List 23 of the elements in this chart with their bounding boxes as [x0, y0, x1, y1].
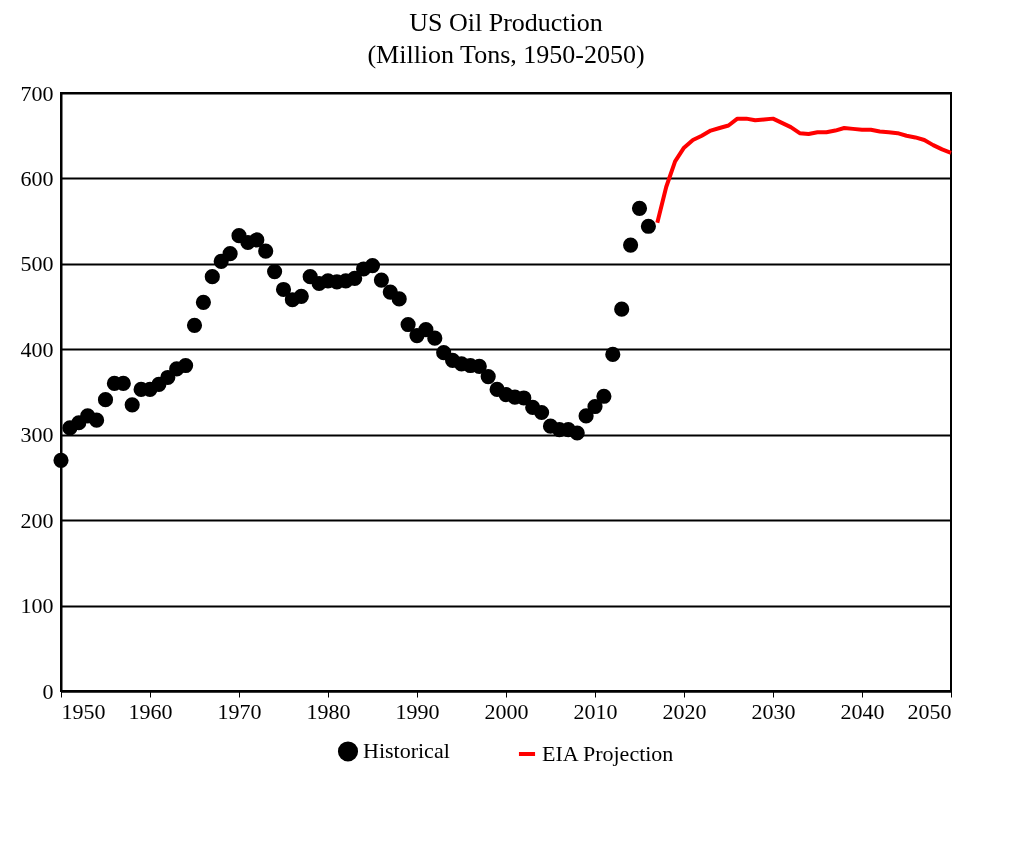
x-tick-label: 2050	[907, 698, 952, 724]
y-tick-label: 300	[20, 422, 54, 448]
y-tick-label: 0	[42, 678, 54, 704]
x-tick-label: 2030	[751, 698, 796, 724]
x-tick-label: 1990	[395, 698, 440, 724]
y-tick-label: 500	[20, 251, 54, 277]
y-tick-label: 700	[20, 80, 54, 106]
x-tick-label: 1950	[61, 698, 106, 724]
legend-label: EIA Projection	[542, 741, 674, 766]
x-tick-label: 1970	[217, 698, 262, 724]
x-tick-label: 2020	[662, 698, 707, 724]
x-tick-label: 2000	[484, 698, 529, 724]
x-tick-label: 2040	[840, 698, 885, 724]
y-tick-label: 100	[20, 593, 54, 619]
x-tick-label: 2010	[573, 698, 618, 724]
legend-label: Historical	[363, 738, 450, 764]
x-tick-label: 1960	[128, 698, 173, 724]
x-tick-label: 1980	[306, 698, 351, 724]
y-tick-label: 400	[20, 336, 54, 362]
text: (Million Tons, 1950-2050)	[367, 40, 645, 69]
y-tick-label: 200	[20, 507, 54, 533]
text: US Oil Production	[409, 8, 603, 37]
y-tick-label: 600	[20, 165, 54, 191]
